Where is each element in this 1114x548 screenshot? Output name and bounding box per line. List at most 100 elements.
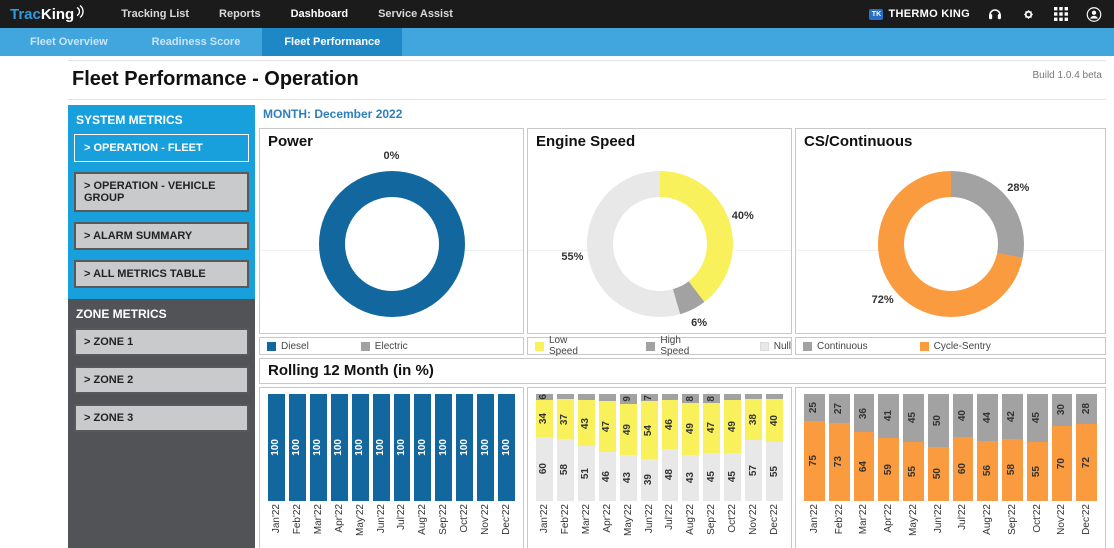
month-tick: May'22 [620,504,637,548]
bar-value-label: 49 [726,420,738,433]
legend-swatch [759,341,769,351]
bar-area: 60 34 6 58 37 51 43 46 47 43 49 9 39 54 7 48 46 43 49 8 45 47… [534,394,785,501]
month-tick-label: Dec'22 [501,503,513,535]
bar-segment-high-speed [661,394,679,401]
sidebar-item-zone-1[interactable]: > ZONE 1 [74,328,249,356]
bar-value-label: 25 [808,401,820,413]
headset-icon[interactable] [987,6,1003,22]
month-tick: Sep'22 [703,504,720,548]
bar-jan22: 100 [268,394,285,501]
month-axis: Jan'22 Feb'22 Mar'22 Apr'22 May'22 Jun'22 Jul'… [266,504,517,548]
top-nav-right: TK THERMO KING [869,6,1102,22]
legend-label: High Speed [660,335,690,357]
bar-may22: 43 49 9 [619,394,637,501]
nav-item-dashboard[interactable]: Dashboard [290,8,349,20]
month-tick: Jun'22 [373,504,390,548]
month-tick-label: Jan'22 [808,503,820,533]
bar-value-label: 60 [538,463,550,475]
month-tick-label: Apr'22 [883,503,895,533]
month-tick: Oct'22 [724,504,741,548]
bar-value-label: 100 [333,438,345,456]
bar-segment-low-speed: 49 [682,402,700,455]
bar-aug22: 56 44 [977,394,998,501]
bar-nov22: 100 [477,394,495,501]
bar-segment-high-speed [724,394,742,401]
bar-value-label: 54 [643,424,655,436]
nav-item-service-assist[interactable]: Service Assist [378,8,453,20]
bar-value-label: 27 [833,402,845,414]
tab-fleet-overview[interactable]: Fleet Overview [30,36,108,48]
legend-item-cycle-sentry[interactable]: Cycle-Sentry [919,341,991,352]
bar-segment-diesel: 100 [309,394,327,501]
bar-segment-cycle-sentry: 50 [927,447,949,501]
bar-segment-null: 45 [703,452,721,501]
sidebar-item-zone-3[interactable]: > ZONE 3 [74,404,249,432]
bar-segment-high-speed [577,394,595,401]
sidebar-item-all-metrics-table[interactable]: > ALL METRICS TABLE [74,260,249,288]
month-axis: Jan'22 Feb'22 Mar'22 Apr'22 May'22 Jun'22 Jul'… [802,504,1099,548]
power-donut-panel: Power 0% [259,128,524,334]
nav-item-tracking-list[interactable]: Tracking List [121,8,190,20]
bar-value-label: 30 [1055,404,1067,416]
bar-segment-diesel: 100 [288,394,306,501]
legend-item-low-speed[interactable]: Low Speed [535,335,594,357]
bar-segment-diesel: 100 [435,394,453,501]
bar-value-label: 46 [663,419,675,431]
legend-item-electric[interactable]: Electric [360,341,408,352]
nav-item-reports[interactable]: Reports [219,8,261,20]
bar-value-label: 57 [747,464,759,476]
sidebar-item-operation-fleet[interactable]: > OPERATION - FLEET [74,134,249,162]
sidebar-item-alarm-summary[interactable]: > ALARM SUMMARY [74,222,249,250]
month-tick: Apr'22 [599,504,616,548]
bar-segment-continuous: 25 [804,394,825,421]
sidebar-item-operation-vehicle-group[interactable]: > OPERATION - VEHICLE GROUP [74,172,249,212]
bar-value-label: 39 [643,474,655,486]
legend-item-continuous[interactable]: Continuous [803,341,868,352]
month-tick-label: May'22 [907,503,919,536]
thermo-king-logo[interactable]: TK THERMO KING [869,8,970,20]
zone-metrics-header: ZONE METRICS [76,307,167,321]
bar-segment-cycle-sentry: 73 [828,422,850,501]
bar-segment-low-speed: 49 [724,400,742,453]
bar-segment-diesel: 100 [498,394,516,501]
bar-segment-continuous: 28 [1076,394,1097,424]
tab-fleet-performance[interactable]: Fleet Performance [262,28,403,56]
legend-item-diesel[interactable]: Diesel [267,341,309,352]
month-tick-label: Oct'22 [459,503,471,533]
month-tick: Nov'22 [1052,504,1073,548]
apps-grid-icon[interactable] [1053,6,1069,22]
bar-segment-diesel: 100 [268,394,285,501]
legend-item-high-speed[interactable]: High Speed [646,335,707,357]
legend-item-null[interactable]: Null [759,341,791,352]
thermo-king-brand-text: THERMO KING [888,8,970,20]
bar-value-label: 75 [808,455,820,467]
month-tick-label: Jul'22 [664,503,676,530]
bar-value-label: 45 [726,471,738,483]
bar-segment-diesel: 100 [477,394,495,501]
bar-value-label: 55 [907,465,919,477]
bar-segment-continuous: 44 [977,394,998,441]
bar-segment-null: 57 [745,439,763,501]
bar-segment-continuous: 42 [1002,394,1023,439]
bar-jul22: 60 40 [952,394,974,501]
bar-segment-null: 46 [598,451,616,501]
gear-icon[interactable] [1020,6,1036,22]
power-legend: Diesel Electric [259,337,524,355]
bar-segment-null: 51 [577,446,595,501]
bar-feb22: 58 37 [556,394,574,501]
donut-value-label: 0% [383,150,400,163]
account-icon[interactable] [1086,6,1102,22]
bar-segment-high-speed [766,394,784,400]
tracking-logo[interactable]: Trac King [10,4,87,24]
sidebar-item-zone-2[interactable]: > ZONE 2 [74,366,249,394]
legend-swatch [803,341,812,351]
tab-readiness-score[interactable]: Readiness Score [151,36,241,48]
bar-value-label: 100 [437,438,449,456]
bar-value-label: 34 [538,412,550,425]
bar-segment-null: 45 [724,452,742,501]
month-tick-label: Oct'22 [727,503,739,533]
engine-speed-chart-title: Engine Speed [536,133,636,150]
cs-continuous-donut-chart: 28% 72% [796,152,1105,333]
bar-apr22: 100 [330,394,348,501]
bar-mar22: 51 43 [577,394,595,501]
